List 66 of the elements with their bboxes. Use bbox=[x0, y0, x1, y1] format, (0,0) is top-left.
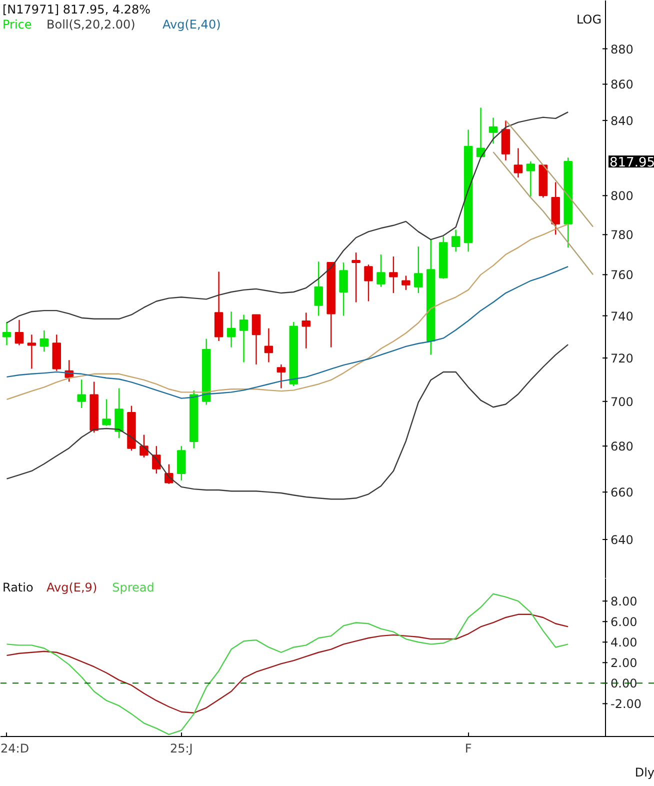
y-tick-label: 2.00 bbox=[610, 656, 638, 670]
candlestick bbox=[364, 264, 373, 302]
candlestick bbox=[302, 312, 310, 349]
annotation: LOG bbox=[576, 12, 602, 26]
candlestick bbox=[314, 260, 323, 316]
candlestick bbox=[177, 445, 186, 482]
y-tick-label: 8.00 bbox=[610, 594, 638, 609]
y-tick-label: 780 bbox=[610, 228, 634, 242]
text: Avg(E,9) bbox=[46, 580, 98, 594]
line-series bbox=[492, 151, 594, 276]
y-tick-label: -2.00 bbox=[610, 697, 642, 712]
candlestick bbox=[77, 378, 86, 409]
y-tick-label: 4.00 bbox=[610, 636, 638, 650]
y-tick-label: 6.00 bbox=[610, 615, 638, 630]
y-tick-label: 760 bbox=[610, 268, 634, 282]
line-series bbox=[6, 344, 569, 500]
line-series bbox=[6, 224, 569, 400]
text: Spread bbox=[112, 580, 154, 594]
line-series bbox=[505, 120, 594, 228]
y-tick-label: 700 bbox=[610, 394, 634, 409]
candlestick bbox=[2, 321, 12, 346]
candlestick bbox=[114, 388, 124, 439]
candlestick bbox=[389, 256, 398, 294]
y-tick-label: 740 bbox=[610, 309, 634, 324]
candlestick bbox=[514, 148, 523, 178]
candlestick bbox=[488, 117, 498, 144]
line-series bbox=[6, 593, 569, 736]
candlestick bbox=[402, 275, 410, 291]
text: Avg(E,40) bbox=[162, 18, 221, 32]
y-tick-label: 640 bbox=[610, 532, 634, 547]
y-tick-label: 880 bbox=[610, 42, 634, 56]
y-tick-label: 860 bbox=[610, 78, 634, 92]
candlestick bbox=[352, 252, 360, 303]
candlestick bbox=[239, 314, 248, 363]
candlestick bbox=[414, 246, 423, 294]
candlestick bbox=[376, 254, 386, 288]
chart-title: [N17971] 817.95, 4.28% bbox=[2, 2, 151, 16]
y-tick-label: 0.00 bbox=[610, 676, 638, 691]
y-tick-label: 660 bbox=[610, 486, 634, 500]
candlestick bbox=[451, 229, 460, 252]
candlestick bbox=[264, 328, 274, 363]
y-tick-label: 800 bbox=[610, 189, 634, 204]
candlestick bbox=[140, 434, 148, 458]
text: 817.95 bbox=[610, 155, 654, 170]
candlestick bbox=[276, 364, 286, 389]
candlestick bbox=[14, 319, 24, 346]
candlestick bbox=[526, 160, 536, 198]
text: Price bbox=[2, 18, 32, 32]
candlestick bbox=[27, 334, 36, 370]
text: Dly bbox=[634, 766, 654, 780]
chart-title: Ratio bbox=[2, 580, 34, 594]
y-tick-label: 720 bbox=[610, 351, 634, 366]
x-tick-label: F bbox=[464, 742, 472, 756]
line-series bbox=[6, 111, 569, 324]
x-tick-label: 25:J bbox=[170, 742, 193, 756]
candlestick bbox=[339, 262, 348, 316]
x-tick-label: 24:D bbox=[0, 742, 30, 756]
text: Boll(S,20,2.00) bbox=[46, 18, 136, 32]
line-series bbox=[6, 614, 569, 714]
y-tick-label: 680 bbox=[610, 440, 634, 454]
y-tick-label: 840 bbox=[610, 114, 634, 128]
candlestick bbox=[252, 314, 261, 366]
candlestick bbox=[40, 330, 49, 352]
candlestick bbox=[226, 311, 236, 348]
candlestick bbox=[102, 398, 111, 426]
line-series bbox=[6, 266, 569, 399]
